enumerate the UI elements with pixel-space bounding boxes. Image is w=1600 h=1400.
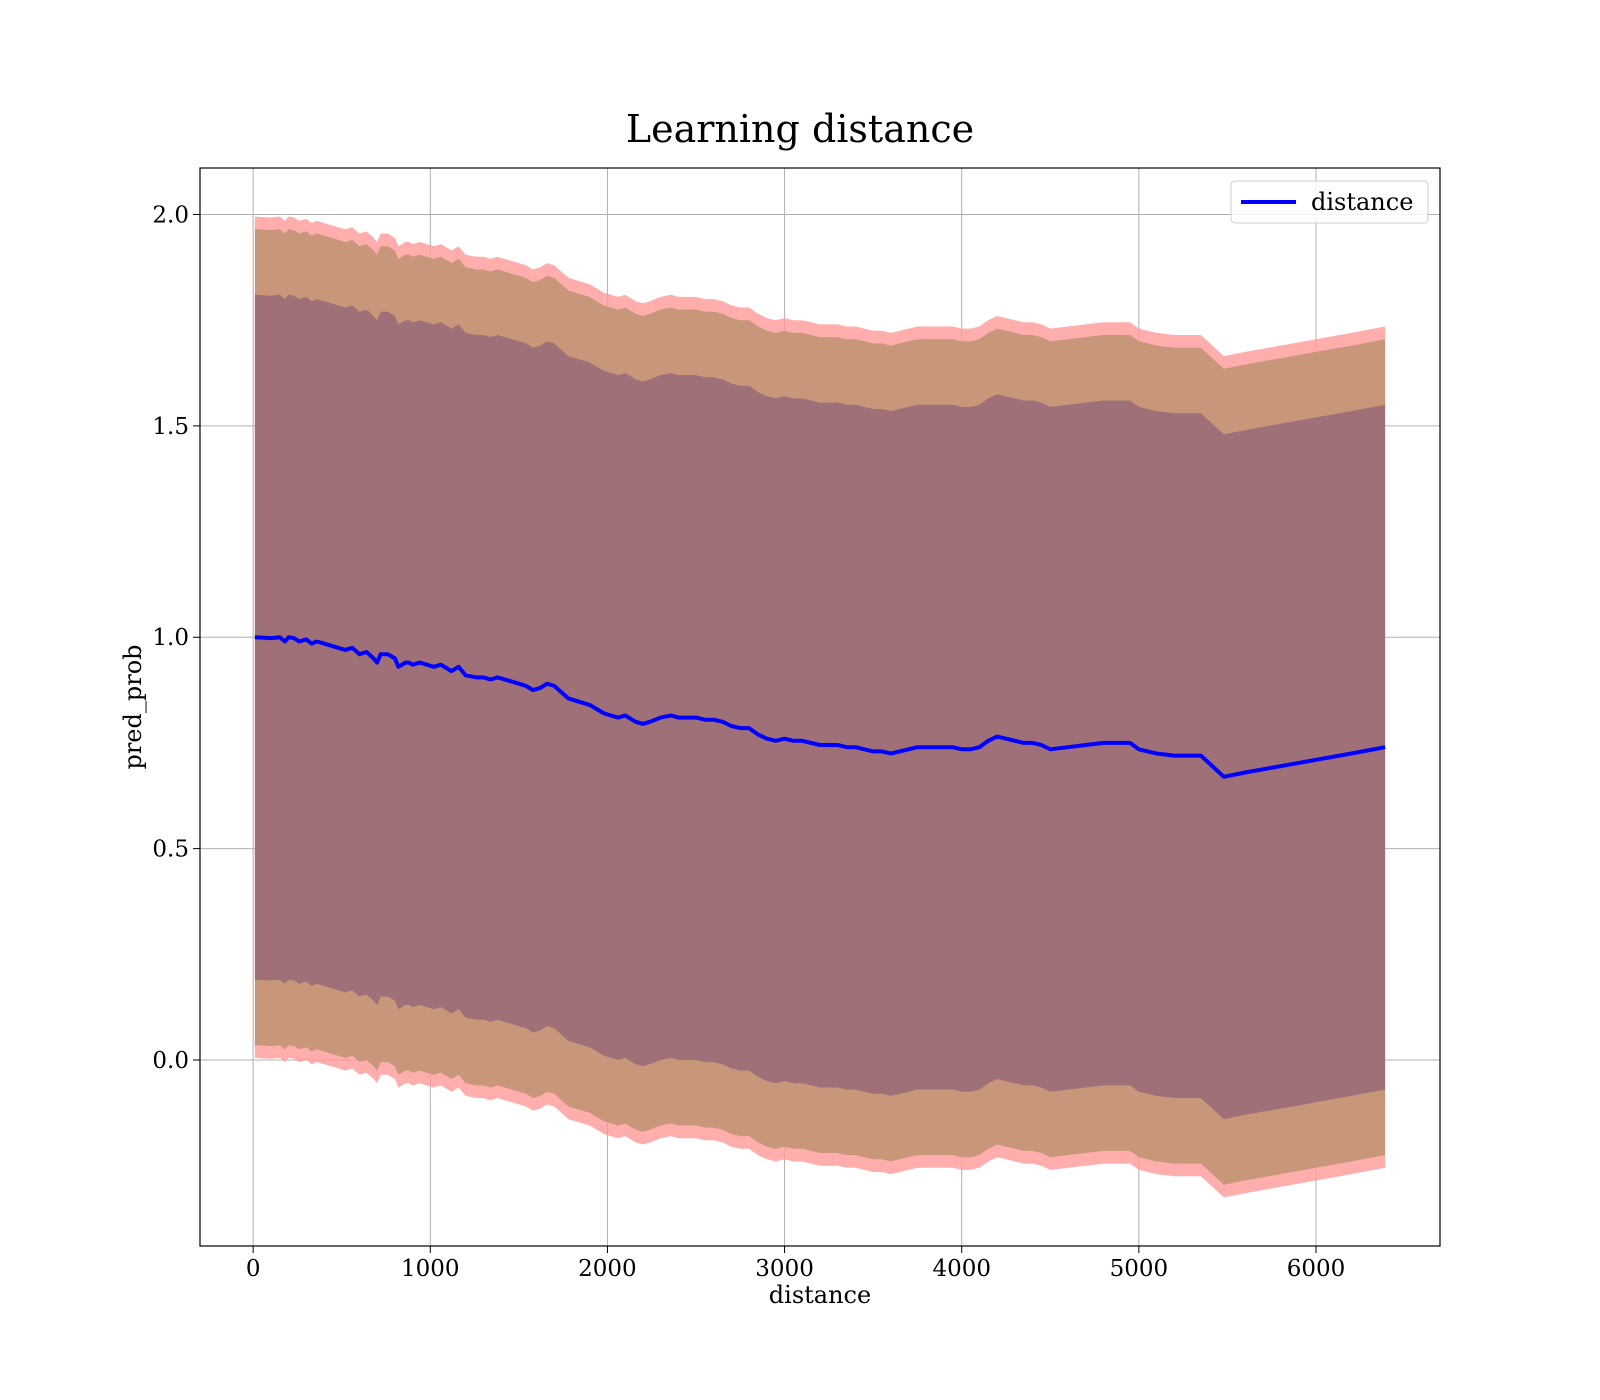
y-tick-label: 2.0 <box>152 203 189 229</box>
y-tick-label: 1.5 <box>152 414 189 440</box>
x-tick-label: 5000 <box>1110 1256 1169 1282</box>
legend: distance <box>1230 180 1429 224</box>
x-tick-label: 1000 <box>401 1256 460 1282</box>
confidence-bands <box>254 216 1386 1198</box>
legend-label: distance <box>1311 188 1413 216</box>
x-tick-label: 2000 <box>578 1256 637 1282</box>
x-tick-label: 4000 <box>932 1256 991 1282</box>
y-axis-label: pred_prob <box>119 644 147 769</box>
x-tick-label: 3000 <box>755 1256 814 1282</box>
x-axis-label: distance <box>769 1281 871 1309</box>
series-line-distance <box>254 635 1386 779</box>
chart-title: Learning distance <box>626 107 974 151</box>
y-tick-label: 1.0 <box>152 625 189 651</box>
plot-frame <box>199 167 1441 1247</box>
inner-band <box>254 294 1386 1120</box>
series-lines <box>254 635 1386 779</box>
legend-box <box>1230 180 1429 224</box>
y-tick-label: 0.0 <box>152 1048 189 1074</box>
x-tick-label: 6000 <box>1287 1256 1346 1282</box>
x-tick-label: 0 <box>246 1256 261 1282</box>
y-tick-label: 0.5 <box>152 837 189 863</box>
axis-ticks: 0 1000 2000 3000 4000 5000 6000 0.0 0.5 1.0 1.5 2.0 <box>152 203 1345 1282</box>
